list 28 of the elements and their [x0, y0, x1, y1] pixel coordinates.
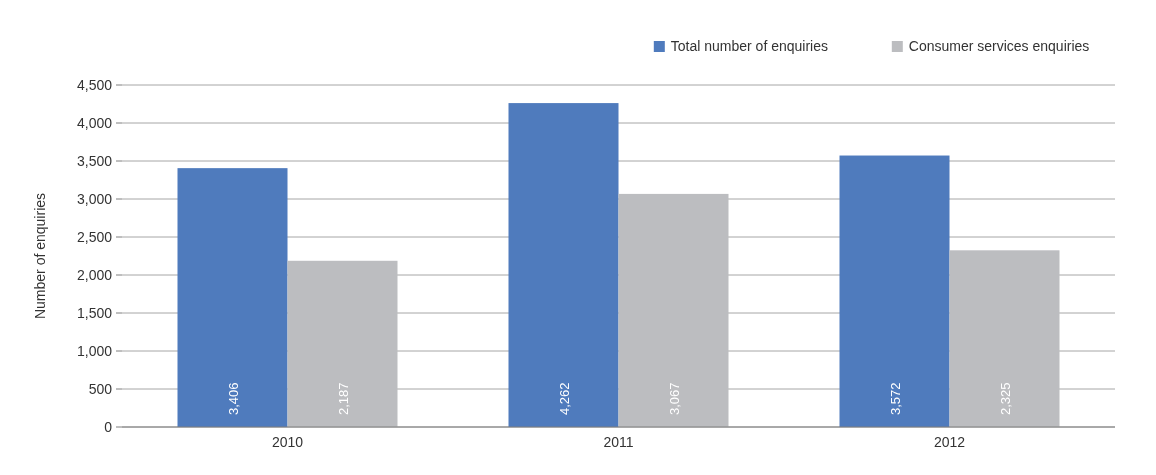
y-tick-label: 1,500 [76, 304, 113, 321]
y-tick-label: 1,000 [76, 342, 113, 359]
bar [618, 193, 729, 427]
data-label: 3,067 [666, 382, 682, 415]
data-label: 4,262 [556, 382, 572, 415]
y-tick-label: 4,000 [76, 114, 113, 131]
legend-label: Total number of enquiries [670, 38, 828, 54]
y-tick-label: 3,500 [76, 152, 113, 169]
x-tick-label: 2012 [933, 434, 966, 450]
y-tick-label: 0 [104, 418, 113, 435]
bar [949, 250, 1060, 427]
x-tick-label: 2010 [271, 434, 304, 450]
bar [287, 260, 398, 427]
bar [508, 103, 619, 427]
y-axis-title: Number of enquiries [32, 192, 48, 320]
y-tick-label: 4,500 [76, 76, 113, 93]
y-tick-label: 2,500 [76, 228, 113, 245]
legend-label: Consumer services enquiries [908, 38, 1090, 54]
data-label: 3,406 [225, 382, 241, 415]
bar [839, 155, 950, 427]
data-label: 2,187 [335, 382, 351, 415]
y-tick-label: 500 [88, 380, 113, 397]
y-tick-label: 2,000 [76, 266, 113, 283]
bar [177, 168, 288, 427]
data-label: 2,325 [997, 382, 1013, 415]
data-label: 3,572 [887, 382, 903, 415]
x-tick-label: 2011 [603, 434, 634, 450]
y-tick-label: 3,000 [76, 190, 113, 207]
